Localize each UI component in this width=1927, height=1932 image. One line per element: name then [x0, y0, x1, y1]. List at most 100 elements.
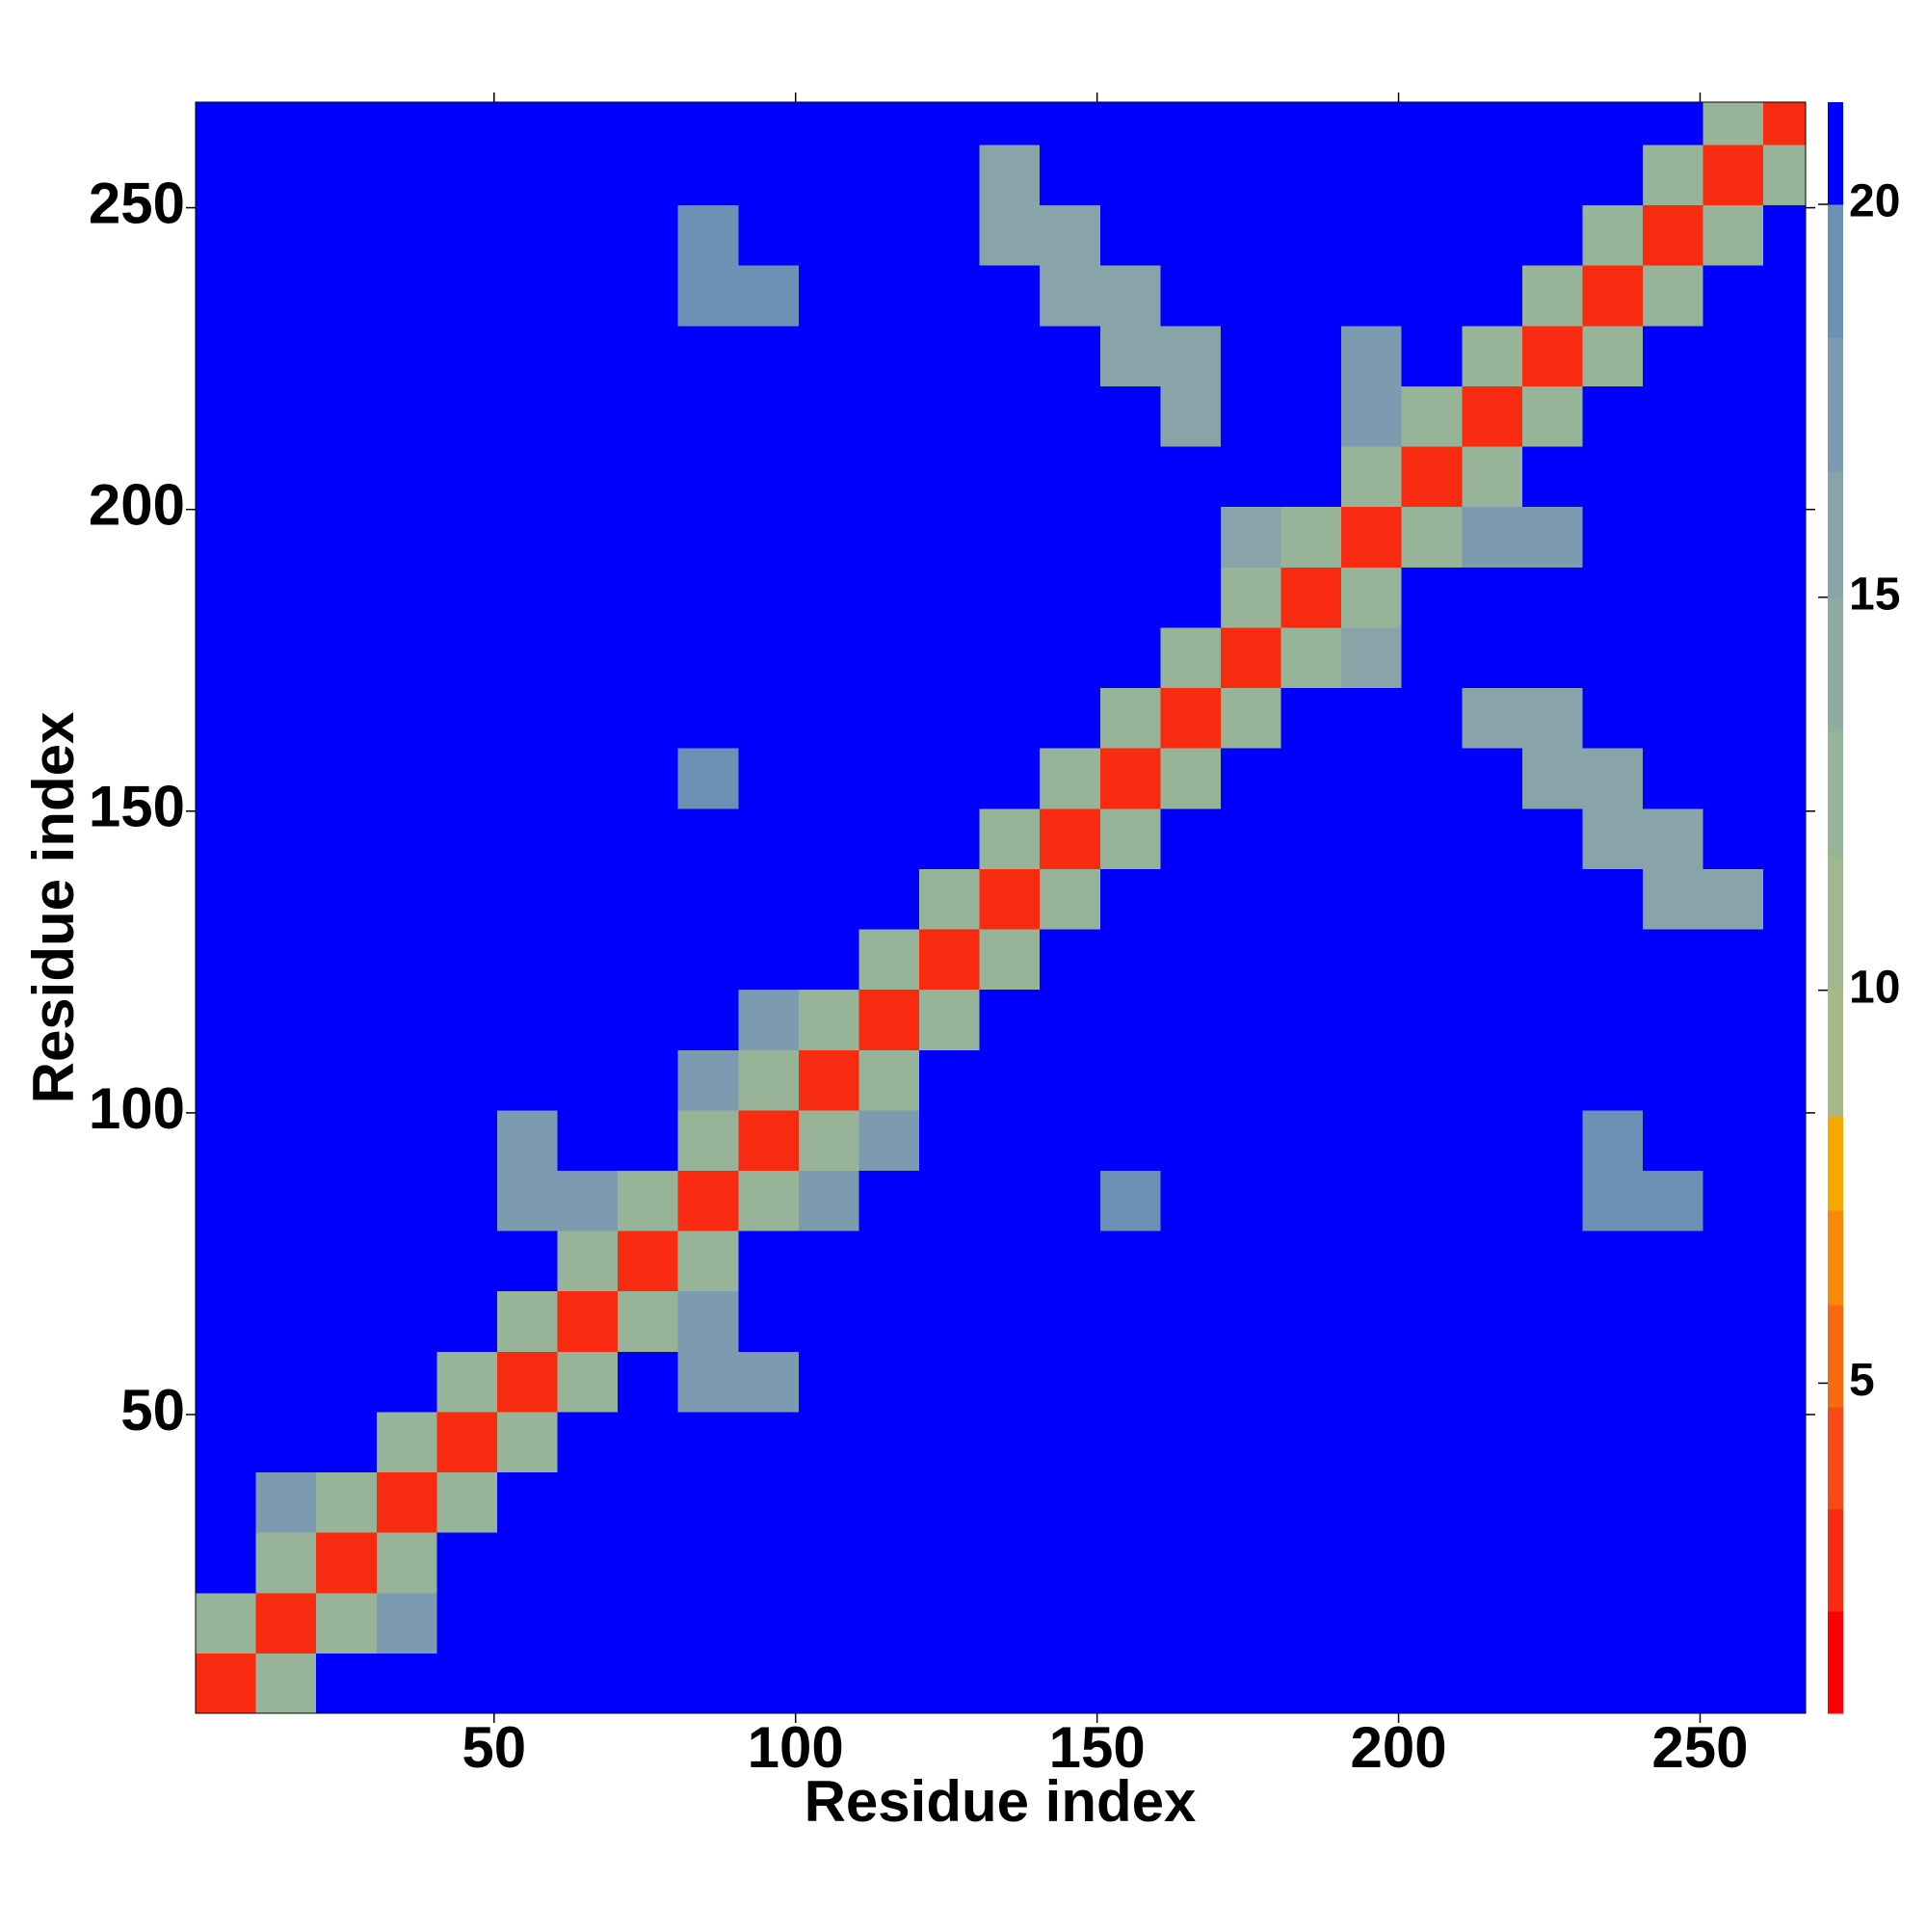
- heatmap-cell: [1401, 868, 1463, 930]
- heatmap-cell: [255, 144, 317, 206]
- heatmap-cell: [376, 506, 437, 568]
- heatmap-cell: [557, 1653, 619, 1714]
- heatmap-cell: [1099, 626, 1161, 689]
- heatmap-cell: [858, 325, 920, 386]
- heatmap-cell: [1521, 687, 1584, 749]
- heatmap-cell: [677, 265, 739, 327]
- heatmap-cell: [1220, 687, 1282, 749]
- heatmap-cell: [677, 102, 739, 146]
- heatmap-cell: [255, 567, 317, 628]
- heatmap-cell: [376, 868, 437, 930]
- heatmap-cell: [738, 748, 800, 809]
- heatmap-cell: [618, 567, 679, 628]
- heatmap-cell: [196, 1411, 257, 1473]
- heatmap-cell: [979, 748, 1041, 809]
- heatmap-cell: [1341, 1532, 1403, 1594]
- heatmap-cell: [738, 445, 800, 508]
- heatmap-cell: [436, 1471, 498, 1533]
- heatmap-cell: [1341, 1109, 1403, 1172]
- heatmap-cell: [255, 204, 317, 266]
- heatmap-cell: [1341, 1170, 1403, 1231]
- heatmap-cell: [979, 102, 1041, 146]
- heatmap-cell: [1160, 928, 1222, 991]
- heatmap-cell: [677, 687, 739, 749]
- heatmap-cell: [979, 989, 1041, 1050]
- heatmap-cell: [316, 928, 378, 991]
- heatmap-cell: [1099, 567, 1161, 628]
- heatmap-cell: [919, 1411, 981, 1473]
- colorbar-segment: [1828, 730, 1843, 858]
- heatmap-cell: [1763, 1532, 1807, 1594]
- heatmap-cell: [1099, 204, 1161, 266]
- heatmap-cell: [798, 445, 860, 508]
- heatmap-cell: [858, 567, 920, 628]
- colorbar-tick-label: 20: [1849, 176, 1900, 227]
- heatmap-cell: [1521, 989, 1584, 1050]
- heatmap-cell: [979, 385, 1041, 447]
- heatmap-cell: [677, 928, 739, 991]
- heatmap-cell: [1040, 1109, 1101, 1172]
- heatmap-cell: [1703, 1290, 1764, 1352]
- heatmap-cell: [1582, 265, 1644, 327]
- heatmap-cell: [1703, 1109, 1764, 1172]
- heatmap-cell: [1703, 204, 1764, 266]
- heatmap-cell: [1582, 989, 1644, 1050]
- heatmap-cell: [618, 868, 679, 930]
- heatmap-cell: [1401, 567, 1463, 628]
- heatmap-cell: [557, 807, 619, 869]
- heatmap-cell: [316, 567, 378, 628]
- heatmap-cell: [798, 506, 860, 568]
- heatmap-cell: [1643, 1592, 1704, 1654]
- heatmap-cell: [436, 144, 498, 206]
- heatmap-cell: [1040, 506, 1101, 568]
- heatmap-cell: [858, 1592, 920, 1654]
- heatmap-cell: [496, 1231, 559, 1292]
- heatmap-cell: [858, 687, 920, 749]
- heatmap-cell: [1220, 445, 1282, 508]
- heatmap-cell: [255, 1592, 317, 1654]
- heatmap-cell: [557, 144, 619, 206]
- heatmap-cell: [677, 144, 739, 206]
- heatmap-cell: [1341, 807, 1403, 869]
- heatmap-cell: [1401, 325, 1463, 386]
- heatmap-cell: [1582, 1592, 1644, 1654]
- heatmap-cell: [1521, 1411, 1584, 1473]
- heatmap-cell: [316, 1049, 378, 1111]
- heatmap-cell: [316, 1532, 378, 1594]
- heatmap-cell: [1040, 385, 1101, 447]
- heatmap-cell: [677, 204, 739, 266]
- heatmap-cell: [1160, 1231, 1222, 1292]
- heatmap-cell: [738, 1471, 800, 1533]
- heatmap-cell: [1099, 385, 1161, 447]
- heatmap-cell: [798, 1532, 860, 1594]
- heatmap-cell: [1341, 748, 1403, 809]
- heatmap-cell: [738, 265, 800, 327]
- heatmap-cell: [496, 1351, 559, 1413]
- heatmap-cell: [376, 567, 437, 628]
- heatmap-cell: [436, 102, 498, 146]
- heatmap-cell: [618, 1351, 679, 1413]
- heatmap-cell: [738, 144, 800, 206]
- heatmap-cell: [376, 1471, 437, 1533]
- heatmap-cell: [858, 265, 920, 327]
- heatmap-cell: [738, 1290, 800, 1352]
- heatmap-cell: [1643, 748, 1704, 809]
- heatmap-cell: [919, 1049, 981, 1111]
- heatmap-cell: [1462, 1411, 1523, 1473]
- heatmap-cell: [1160, 1049, 1222, 1111]
- heatmap-cell: [1643, 928, 1704, 991]
- heatmap-cell: [436, 1290, 498, 1352]
- heatmap-cell: [376, 1592, 437, 1654]
- heatmap-cell: [1521, 928, 1584, 991]
- colorbar-segment: [1828, 596, 1843, 731]
- heatmap-cell: [618, 102, 679, 146]
- heatmap-cell: [738, 385, 800, 447]
- heatmap-cell: [196, 1532, 257, 1594]
- heatmap-cell: [1160, 144, 1222, 206]
- heatmap-cell: [1341, 989, 1403, 1050]
- heatmap-cell: [1582, 204, 1644, 266]
- heatmap-cell: [677, 989, 739, 1050]
- heatmap-cell: [496, 989, 559, 1050]
- heatmap-cell: [979, 1231, 1041, 1292]
